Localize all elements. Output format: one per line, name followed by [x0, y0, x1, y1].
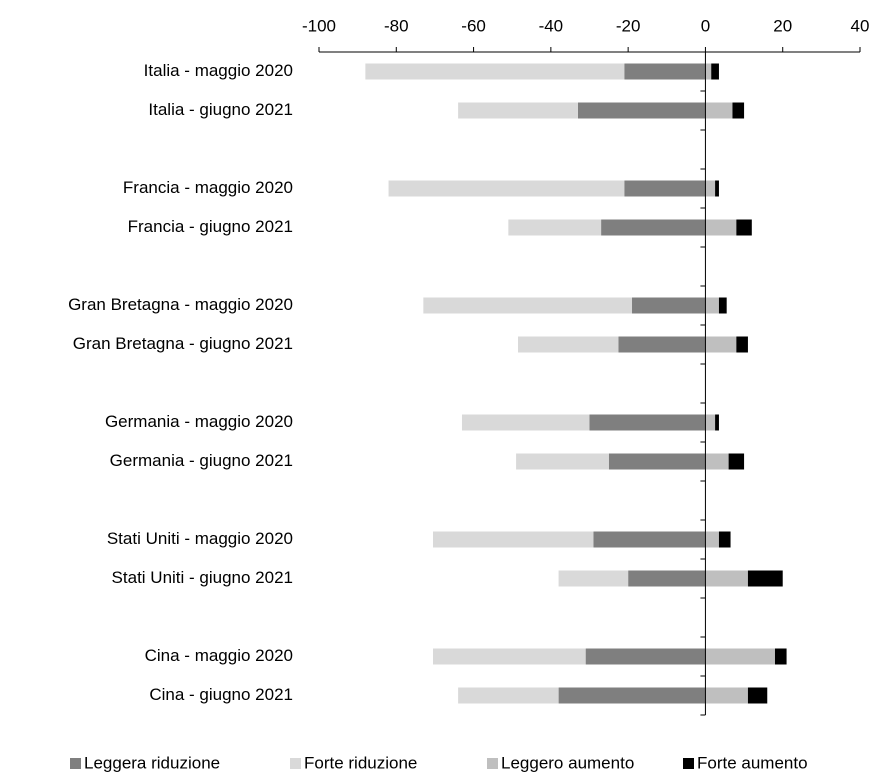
y-tick-label: Gran Bretagna - giugno 2021	[73, 334, 293, 353]
bar-segment	[705, 63, 712, 80]
legend-label: Forte riduzione	[304, 753, 417, 772]
bar-segment	[632, 297, 706, 314]
bar-segment	[461, 414, 590, 431]
y-tick-label: Germania - giugno 2021	[110, 451, 293, 470]
y-tick-label: Cina - maggio 2020	[145, 646, 293, 665]
bar-segment	[728, 453, 745, 470]
bar-segment	[705, 570, 748, 587]
bar-segment	[705, 297, 719, 314]
bar-segment	[705, 531, 719, 548]
bar-segment	[747, 570, 783, 587]
legend-marker	[70, 758, 81, 769]
bar-segment	[593, 531, 706, 548]
bar-segment	[365, 63, 625, 80]
bar-segment	[585, 648, 706, 665]
y-tick-label: Cina - giugno 2021	[149, 685, 293, 704]
bar-segment	[423, 297, 633, 314]
bar-segment	[577, 102, 706, 119]
bar-segment	[705, 102, 733, 119]
x-tick-label: -20	[616, 16, 641, 35]
x-tick-label: -80	[384, 16, 409, 35]
bar-segment	[711, 63, 719, 80]
bar-segment	[774, 648, 787, 665]
x-tick-label: 20	[773, 16, 792, 35]
bar-segment	[558, 570, 629, 587]
legend-marker	[290, 758, 301, 769]
bar-segment	[432, 648, 586, 665]
y-tick-label: Stati Uniti - giugno 2021	[112, 568, 293, 587]
bar-segment	[705, 453, 729, 470]
bar-segment	[624, 63, 706, 80]
bar-segment	[624, 180, 706, 197]
bar-segment	[628, 570, 706, 587]
legend-marker	[683, 758, 694, 769]
bar-segment	[732, 102, 745, 119]
bar-segment	[601, 219, 706, 236]
y-tick-label: Italia - maggio 2020	[144, 61, 293, 80]
bar-segment	[516, 453, 609, 470]
bar-segment	[508, 219, 602, 236]
legend-marker	[487, 758, 498, 769]
bar-segment	[736, 336, 748, 353]
y-tick-label: Gran Bretagna - maggio 2020	[68, 295, 293, 314]
x-tick-label: -100	[302, 16, 336, 35]
bar-segment	[705, 180, 716, 197]
y-tick-label: Germania - maggio 2020	[105, 412, 293, 431]
y-tick-label: Italia - giugno 2021	[148, 100, 293, 119]
y-tick-label: Stati Uniti - maggio 2020	[107, 529, 293, 548]
bar-segment	[458, 687, 559, 704]
y-tick-label: Francia - maggio 2020	[123, 178, 293, 197]
bar-segment	[518, 336, 619, 353]
bar-segment	[705, 687, 748, 704]
bar-segment	[608, 453, 706, 470]
legend-label: Forte aumento	[697, 753, 808, 772]
bar-segment	[432, 531, 594, 548]
bar-segment	[705, 648, 775, 665]
bar-segment	[705, 219, 737, 236]
bar-segment	[747, 687, 768, 704]
bar-segment	[388, 180, 625, 197]
legend-label: Leggera riduzione	[84, 753, 220, 772]
bar-segment	[705, 336, 737, 353]
bar-segment	[715, 180, 719, 197]
y-tick-label: Francia - giugno 2021	[128, 217, 293, 236]
bar-segment	[458, 102, 578, 119]
x-tick-label: 0	[701, 16, 710, 35]
bar-segment	[618, 336, 706, 353]
x-tick-label: 40	[851, 16, 870, 35]
bar-segment	[718, 297, 727, 314]
x-tick-label: -60	[461, 16, 486, 35]
bar-segment	[718, 531, 731, 548]
bar-segment	[705, 414, 716, 431]
bar-segment	[589, 414, 706, 431]
legend-label: Leggero aumento	[501, 753, 634, 772]
bar-segment	[736, 219, 752, 236]
bar-segment	[715, 414, 719, 431]
bar-segment	[558, 687, 706, 704]
x-tick-label: -40	[539, 16, 564, 35]
